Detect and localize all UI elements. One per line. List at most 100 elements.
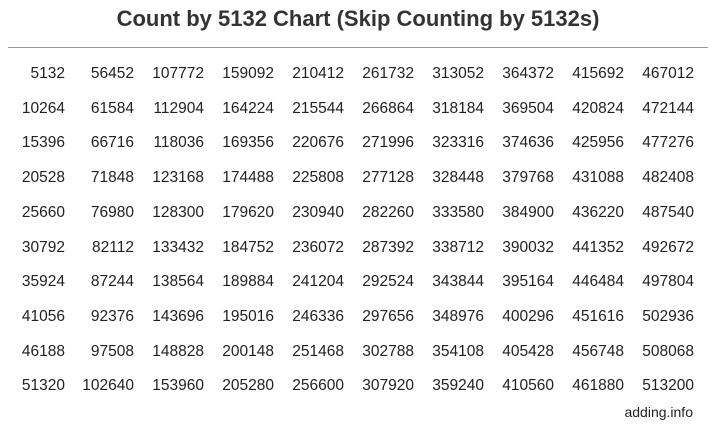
table-cell: 251468: [292, 342, 344, 360]
table-cell: 374636: [502, 134, 554, 152]
table-cell: 271996: [362, 134, 414, 152]
table-cell: 405428: [502, 342, 554, 360]
table-cell: 261732: [362, 65, 414, 82]
table-cell: 369504: [502, 99, 554, 117]
table-cell: 15396: [21, 134, 65, 152]
table-cell: 133432: [152, 238, 204, 256]
table-cell: 467012: [642, 65, 694, 82]
site-credit: adding.info: [624, 404, 693, 420]
table-cell: 292524: [362, 273, 414, 291]
table-cell: 123168: [152, 169, 204, 187]
table-cell: 461880: [572, 377, 624, 395]
table-cell: 348976: [432, 307, 484, 325]
table-cell: 482408: [642, 169, 694, 187]
table-cell: 46188: [21, 342, 65, 360]
table-cell: 431088: [572, 169, 624, 187]
table-cell: 102640: [82, 377, 134, 395]
table-cell: 256600: [292, 377, 344, 395]
table-cell: 10264: [21, 99, 65, 117]
table-cell: 174488: [222, 169, 274, 187]
table-cell: 76980: [90, 203, 134, 221]
table-cell: 302788: [362, 342, 414, 360]
table-cell: 41056: [21, 307, 65, 325]
table-cell: 246336: [292, 307, 344, 325]
table-cell: 395164: [502, 273, 554, 291]
table-cell: 456748: [572, 342, 624, 360]
table-cell: 87244: [90, 273, 134, 291]
table-cell: 287392: [362, 238, 414, 256]
table-cell: 184752: [222, 238, 274, 256]
table-cell: 25660: [21, 203, 65, 221]
table-cell: 338712: [432, 238, 484, 256]
table-cell: 384900: [502, 203, 554, 221]
table-cell: 354108: [432, 342, 484, 360]
table-cell: 390032: [502, 238, 554, 256]
table-cell: 425956: [572, 134, 624, 152]
table-cell: 5132: [30, 65, 65, 82]
table-cell: 502936: [642, 307, 694, 325]
table-cell: 51320: [21, 377, 65, 395]
table-cell: 513200: [642, 377, 694, 395]
table-cell: 112904: [153, 99, 204, 117]
table-cell: 118036: [153, 134, 204, 152]
table-cell: 420824: [572, 99, 624, 117]
table-cell: 343844: [432, 273, 484, 291]
table-cell: 210412: [292, 65, 344, 82]
table-cell: 415692: [572, 65, 624, 82]
table-cell: 61584: [90, 99, 134, 117]
table-cell: 364372: [502, 65, 554, 82]
table-cell: 328448: [432, 169, 484, 187]
table-cell: 92376: [90, 307, 134, 325]
table-cell: 230940: [292, 203, 344, 221]
table-cell: 318184: [432, 99, 484, 117]
table-cell: 20528: [21, 169, 65, 187]
page-title: Count by 5132 Chart (Skip Counting by 51…: [116, 6, 600, 31]
table-cell: 189884: [222, 273, 274, 291]
table-cell: 143696: [152, 307, 204, 325]
table-cell: 379768: [502, 169, 554, 187]
table-cell: 241204: [292, 273, 344, 291]
table-cell: 446484: [572, 273, 624, 291]
table-cell: 400296: [502, 307, 554, 325]
table-cell: 313052: [432, 65, 484, 82]
table-cell: 472144: [642, 99, 694, 117]
table-cell: 200148: [222, 342, 274, 360]
table-cell: 195016: [222, 307, 274, 325]
table-cell: 333580: [432, 203, 484, 221]
table-cell: 508068: [642, 342, 694, 360]
table-cell: 225808: [292, 169, 344, 187]
table-cell: 148828: [152, 342, 204, 360]
table-cell: 215544: [292, 99, 344, 117]
table-cell: 97508: [90, 342, 134, 360]
table-cell: 323316: [432, 134, 484, 152]
table-cell: 66716: [90, 134, 134, 152]
table-cell: 138564: [152, 273, 204, 291]
table-cell: 205280: [222, 377, 274, 395]
table-cell: 492672: [642, 238, 694, 256]
table-cell: 307920: [362, 377, 414, 395]
table-cell: 107772: [152, 65, 204, 82]
table-cell: 220676: [292, 134, 344, 152]
table-cell: 159092: [222, 65, 274, 82]
table-cell: 477276: [642, 134, 694, 152]
table-cell: 169356: [222, 134, 274, 152]
table-cell: 128300: [152, 203, 204, 221]
table-cell: 236072: [292, 238, 344, 256]
table-cell: 266864: [362, 99, 414, 117]
table-cell: 451616: [572, 307, 624, 325]
table-cell: 410560: [502, 377, 554, 395]
table-cell: 497804: [642, 273, 694, 291]
table-cell: 359240: [432, 377, 484, 395]
table-cell: 35924: [21, 273, 65, 291]
table-cell: 164224: [222, 99, 274, 117]
table-cell: 297656: [362, 307, 414, 325]
table-cell: 71848: [90, 169, 134, 187]
title-divider: [8, 47, 708, 48]
table-cell: 436220: [572, 203, 624, 221]
table-cell: 153960: [152, 377, 204, 395]
table-cell: 30792: [21, 238, 65, 256]
table-cell: 441352: [572, 238, 624, 256]
table-cell: 56452: [90, 65, 134, 82]
table-cell: 282260: [362, 203, 414, 221]
table-cell: 487540: [642, 203, 694, 221]
